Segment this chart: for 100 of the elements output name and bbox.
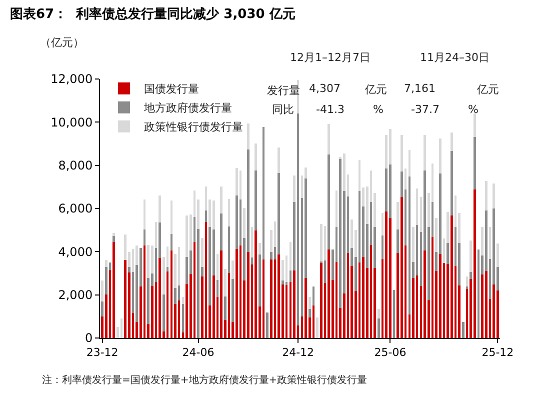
bar [462, 322, 464, 338]
y-tick-label: 6,000 [58, 202, 93, 216]
bar [492, 284, 496, 338]
annotation: -37.7 [411, 103, 440, 116]
annotation: 亿元 [364, 83, 387, 96]
bar [112, 233, 115, 236]
bar [293, 175, 296, 202]
bar [278, 148, 280, 173]
bar [446, 243, 449, 264]
bar [481, 274, 484, 338]
bar [470, 272, 472, 279]
text: 12月1–12月7日 [290, 51, 370, 64]
y-tick-label: 12,000 [50, 72, 93, 86]
bar [496, 244, 499, 268]
bar [200, 238, 204, 268]
bar [224, 268, 226, 296]
bar [254, 170, 258, 231]
bar [232, 260, 234, 279]
bar [162, 294, 165, 332]
annotation: 4,307 [309, 82, 340, 95]
annotation: -41.3 [316, 103, 344, 116]
x-tick-label: 24-06 [182, 346, 214, 360]
bar [450, 132, 453, 151]
annotation: 发行量 [267, 84, 300, 97]
y-tick-label: 2,000 [58, 288, 93, 302]
legend-label: 政策性银行债发行量 [144, 120, 243, 134]
bar [308, 308, 311, 318]
bar [270, 259, 272, 338]
annotation: 7,161 [404, 82, 436, 95]
bar [151, 286, 154, 338]
bar [396, 202, 400, 230]
bar [304, 278, 307, 338]
y-tick-label: 10,000 [50, 115, 93, 130]
bar [293, 270, 296, 338]
x-tick-label: 25-06 [374, 346, 406, 360]
bar [258, 243, 261, 255]
bar [424, 250, 426, 338]
bar [285, 282, 288, 285]
annotation: 同比 [272, 103, 294, 116]
bar [266, 312, 269, 338]
bar [247, 252, 250, 338]
x-tick-label: 23-12 [86, 346, 118, 360]
bar [212, 200, 215, 230]
bar [485, 180, 488, 210]
bar [282, 280, 284, 284]
bar [485, 271, 488, 338]
bar [101, 280, 104, 302]
bar [182, 297, 184, 304]
bar [166, 267, 169, 272]
bar [328, 154, 330, 250]
text: 注：利率债发行量=国债发行量+地方政府债发行量+政策性银行债发行量 [42, 374, 368, 386]
bar [236, 195, 238, 249]
bar [328, 124, 330, 154]
bar [224, 296, 226, 320]
bar [378, 308, 380, 318]
bar [308, 297, 311, 309]
bar [474, 190, 476, 338]
bar [158, 258, 162, 338]
y-axis-title: （亿元） [40, 36, 84, 49]
bar [474, 114, 476, 137]
bar [481, 227, 484, 256]
bar [339, 158, 342, 308]
bar [389, 164, 392, 218]
bar [236, 248, 238, 338]
x-tick-label: 25-12 [482, 346, 514, 360]
bar [220, 186, 222, 214]
bar [320, 224, 322, 262]
bar [316, 317, 318, 338]
bar [147, 244, 150, 278]
bar [470, 240, 472, 272]
bar [362, 257, 364, 338]
bar [243, 208, 246, 238]
bar [450, 150, 453, 216]
text: 11月24–30日 [420, 51, 490, 64]
x-tick-label: 24-12 [282, 346, 314, 360]
bar [186, 215, 188, 258]
bar [400, 197, 403, 338]
bar [247, 123, 250, 150]
bar [236, 168, 238, 196]
bar [112, 242, 115, 338]
annotation: 亿元 [476, 83, 499, 96]
bar [378, 318, 380, 338]
bar [328, 250, 330, 338]
annotation: % [468, 103, 478, 116]
bar [250, 258, 254, 264]
bar [320, 262, 322, 338]
bar [101, 301, 104, 317]
legend-label: 国债发行量 [144, 82, 199, 96]
bar [450, 216, 453, 338]
bar [254, 230, 258, 338]
bar [438, 254, 442, 338]
bar [254, 144, 258, 170]
chart-title: 图表67： 利率债总发行量同比减少 3,030 亿元 [10, 6, 296, 22]
bar [208, 227, 211, 306]
bar [424, 135, 426, 170]
bar [396, 229, 400, 254]
bar [389, 129, 392, 165]
bar [112, 236, 115, 242]
bar [492, 184, 496, 209]
bar [474, 136, 476, 190]
